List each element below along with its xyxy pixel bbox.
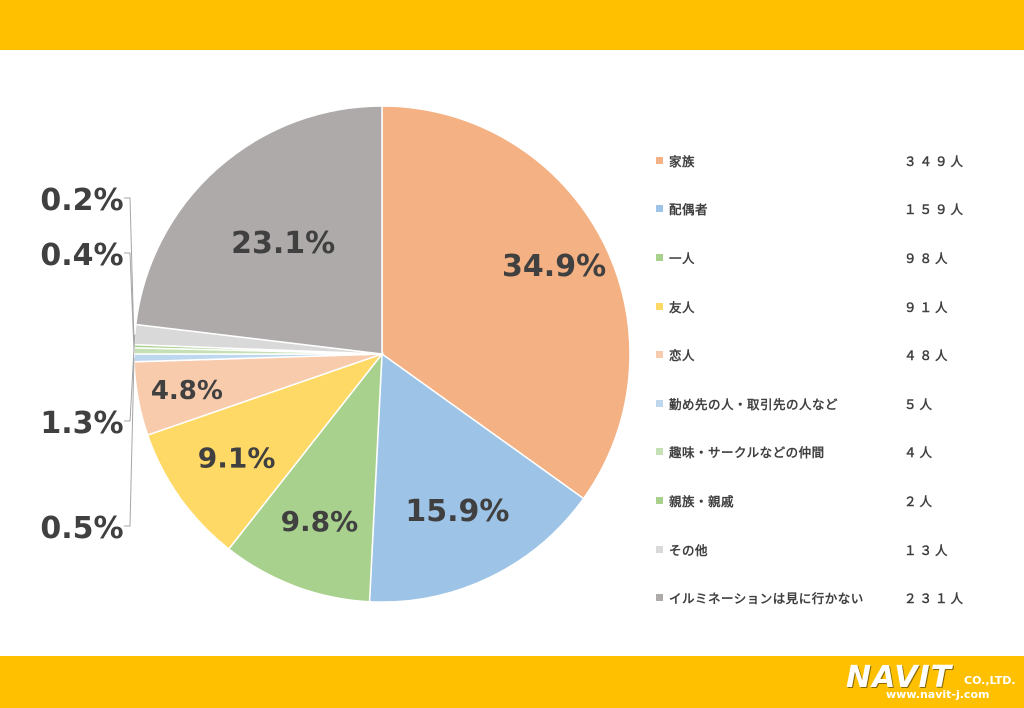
- pie-slice-1: [368, 352, 585, 603]
- percent-label-1: 15.9%: [405, 494, 509, 529]
- legend-count: １５９人: [904, 202, 967, 218]
- legend-swatch: [656, 351, 663, 359]
- legend-label: 勤め先の人・取引先の人など: [669, 396, 839, 412]
- legend-swatch: [656, 594, 663, 602]
- percent-label-2: 9.8%: [281, 505, 359, 538]
- legend-swatch: [656, 156, 663, 164]
- logo-company-text: CO.,LTD.: [964, 674, 1016, 687]
- legend-swatch: [656, 448, 663, 456]
- legend-item: 趣味・サークルなどの仲間 ４人: [656, 428, 976, 477]
- legend-label: 家族: [669, 153, 696, 169]
- legend-count: ３４９人: [904, 153, 967, 169]
- outer-percent-label-1: 0.4%: [40, 238, 123, 273]
- legend-label: その他: [669, 542, 709, 558]
- pie-chart: 34.9% 15.9% 9.8%9.1% 4.8% 0.5% 1.3% 23.1% 0.2% 0…: [40, 105, 631, 603]
- legend-count: ５人: [904, 396, 936, 412]
- legend-swatch: [656, 399, 663, 407]
- legend-label: イルミネーションは見に行かない: [669, 591, 864, 607]
- legend-item: 家族 ３４９人: [656, 136, 976, 185]
- outer-percent-label-0: 0.2%: [40, 183, 123, 218]
- pie-slice-0: [381, 105, 631, 500]
- legend-swatch: [656, 545, 663, 553]
- legend-item: その他 １３人: [656, 525, 976, 574]
- legend-label: 一人: [669, 250, 696, 266]
- logo-main-text: NAVIT: [846, 660, 953, 695]
- leader-lines: [124, 197, 136, 527]
- pie-slice-2: [227, 351, 383, 603]
- percent-labels: 34.9% 15.9% 9.8%9.1% 4.8% 0.5% 1.3% 23.1% 0.2% 0…: [40, 183, 606, 546]
- leader-line-5: [124, 357, 135, 527]
- legend-count: ４人: [904, 445, 936, 461]
- logo-url-text: www.navit-j.com: [886, 688, 990, 701]
- percent-label-5: 0.5%: [40, 511, 123, 546]
- percent-label-4: 4.8%: [151, 376, 223, 406]
- legend-item: イルミネーションは見に行かない ２３１人: [656, 573, 976, 622]
- percent-label-8: 1.3%: [40, 406, 123, 441]
- legend-count: １３人: [904, 542, 951, 558]
- legend-count: ４８人: [904, 348, 951, 364]
- footer-band: [0, 656, 1024, 708]
- legend-count: ９８人: [904, 250, 951, 266]
- legend-label: 友人: [669, 299, 696, 315]
- legend-swatch: [656, 496, 663, 504]
- legend-label: 趣味・サークルなどの仲間: [669, 445, 825, 461]
- percent-label-9: 23.1%: [231, 226, 335, 261]
- legend-item: 勤め先の人・取引先の人など ５人: [656, 379, 976, 428]
- pie-slices: [133, 105, 631, 603]
- legend-item: 配偶者 １５９人: [656, 185, 976, 234]
- legend: 家族 ３４９人配偶者 １５９人一人 ９８人友人 ９１人恋人 ４８人勤め先の人・取引先の人な…: [656, 136, 976, 622]
- outer-leader-line-1: [124, 252, 135, 351]
- legend-swatch: [656, 205, 663, 213]
- legend-label: 恋人: [669, 348, 696, 364]
- legend-item: 一人 ９８人: [656, 233, 976, 282]
- legend-count: ９１人: [904, 299, 951, 315]
- outer-leader-line-0: [124, 197, 135, 347]
- navit-logo: NAVIT CO.,LTD. www.navit-j.com: [846, 660, 1016, 704]
- legend-label: 配偶者: [669, 202, 709, 218]
- legend-item: 友人 ９１人: [656, 282, 976, 331]
- header-band: [0, 0, 1024, 50]
- legend-item: 恋人 ４８人: [656, 330, 976, 379]
- legend-count: ２３１人: [904, 591, 967, 607]
- legend-swatch: [656, 253, 663, 261]
- leader-line-8: [124, 334, 136, 422]
- pie-slice-9: [134, 105, 383, 355]
- legend-label: 親族・親戚: [669, 493, 735, 509]
- pie-slice-3: [146, 352, 385, 551]
- percent-label-3: 9.1%: [198, 441, 276, 474]
- legend-count: ２人: [904, 493, 936, 509]
- legend-swatch: [656, 302, 663, 310]
- percent-label-0: 34.9%: [502, 249, 606, 284]
- legend-item: 親族・親戚 ２人: [656, 476, 976, 525]
